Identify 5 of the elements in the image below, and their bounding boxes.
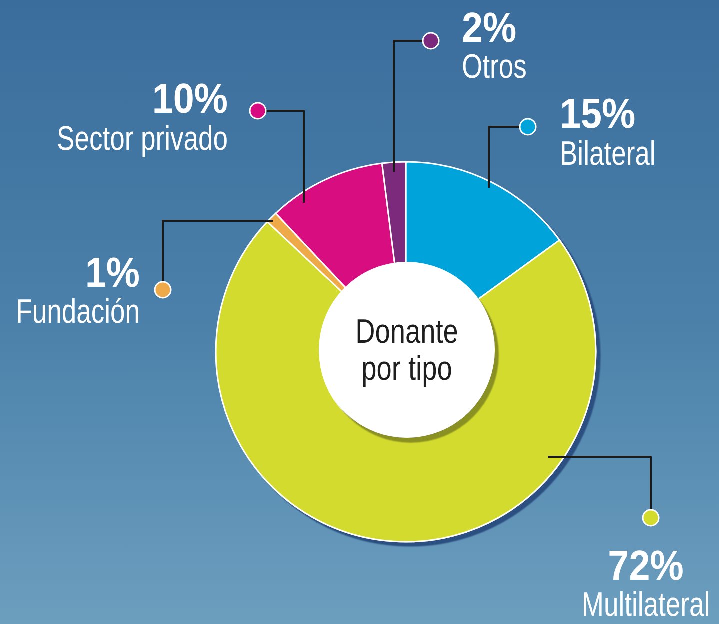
text: Donante por tipo xyxy=(356,312,458,388)
slice-label: Sector privado xyxy=(57,120,228,158)
data-label: 10% xyxy=(152,76,228,122)
slice-label: Bilateral xyxy=(560,134,656,173)
data-label: 15% xyxy=(560,91,636,138)
